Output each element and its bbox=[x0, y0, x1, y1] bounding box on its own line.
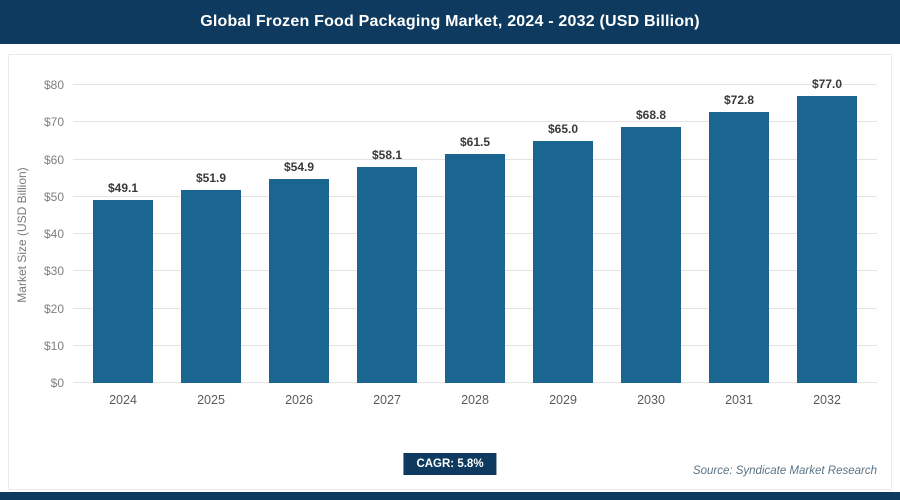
y-tick-label: $50 bbox=[43, 189, 64, 204]
bar-value-label: $77.0 bbox=[811, 77, 843, 92]
source-text: Source: Syndicate Market Research bbox=[692, 465, 877, 477]
y-tick-label: $30 bbox=[43, 264, 64, 279]
bar-value-label: $51.9 bbox=[195, 170, 227, 185]
bar-column-2025: $51.9 bbox=[167, 85, 255, 383]
x-tick-label-2024: 2024 bbox=[109, 393, 137, 407]
y-tick-label: $0 bbox=[50, 376, 64, 390]
bar-2024 bbox=[93, 200, 153, 383]
bar-value-label: $65.0 bbox=[547, 121, 579, 136]
x-tick-label-2032: 2032 bbox=[813, 393, 841, 407]
y-axis-title: Market Size (USD Billion) bbox=[15, 167, 29, 303]
bar-column-2030: $68.8 bbox=[607, 85, 695, 383]
bar-column-2027: $58.1 bbox=[343, 85, 431, 383]
bar-value-label: $58.1 bbox=[371, 147, 403, 162]
bar-value-label: $54.9 bbox=[283, 159, 315, 174]
chart-title: Global Frozen Food Packaging Market, 202… bbox=[200, 13, 700, 30]
chart-title-bar: Global Frozen Food Packaging Market, 202… bbox=[0, 0, 900, 44]
bar-2031 bbox=[709, 111, 769, 383]
bottom-accent-strip bbox=[0, 492, 900, 500]
y-tick-label: $20 bbox=[43, 301, 64, 316]
x-tick-label-2028: 2028 bbox=[461, 393, 489, 407]
bar-column-2028: $61.5 bbox=[431, 85, 519, 383]
gridline bbox=[73, 121, 877, 123]
bar-value-label: $72.8 bbox=[723, 92, 755, 107]
y-tick-label: $70 bbox=[43, 115, 64, 130]
bar-series: $49.1 $51.9 $54.9 $58.1 $61.5 $65.0 $68.8 $72.8… bbox=[73, 77, 877, 383]
bar-value-label: $68.8 bbox=[635, 107, 667, 122]
bar-column-2024: $49.1 bbox=[79, 85, 167, 383]
y-tick-label: $10 bbox=[43, 338, 64, 353]
x-tick-label-2025: 2025 bbox=[197, 393, 225, 407]
x-tick-label-2026: 2026 bbox=[285, 393, 313, 407]
plot-area: $49.1 $51.9 $54.9 $58.1 $61.5 $65.0 $68.8 $72.8… bbox=[44, 77, 877, 390]
bar-value-label: $49.1 bbox=[107, 181, 139, 196]
bar-2028 bbox=[445, 153, 505, 383]
bar-column-2031: $72.8 bbox=[695, 85, 783, 383]
y-tick-label: $40 bbox=[43, 227, 64, 241]
cagr-badge: CAGR: 5.8% bbox=[403, 453, 497, 475]
bar-column-2026: $54.9 bbox=[255, 85, 343, 383]
bar-2025 bbox=[181, 189, 241, 383]
gridline bbox=[73, 84, 877, 85]
bar-column-2032: $77.0 bbox=[783, 77, 871, 383]
chart-panel: Market Size (USD Billion) $49.1 $51.9 $54.… bbox=[8, 54, 892, 490]
bar-2027 bbox=[357, 166, 417, 383]
x-tick-label-2027: 2027 bbox=[373, 393, 401, 407]
bar-2030 bbox=[621, 126, 681, 383]
bar-column-2029: $65.0 bbox=[519, 85, 607, 383]
x-tick-label-2030: 2030 bbox=[637, 393, 665, 407]
y-tick-label: $80 bbox=[43, 78, 64, 92]
y-tick-label: $60 bbox=[43, 152, 64, 167]
bar-2032 bbox=[797, 96, 857, 383]
bar-2026 bbox=[269, 178, 329, 383]
bar-value-label: $61.5 bbox=[459, 134, 491, 149]
bar-2029 bbox=[533, 140, 593, 383]
x-tick-label-2031: 2031 bbox=[725, 393, 753, 407]
x-axis-labels: 2024 2025 2026 2027 2028 2029 2030 2031 2032 bbox=[73, 393, 877, 413]
x-tick-label-2029: 2029 bbox=[549, 393, 577, 407]
